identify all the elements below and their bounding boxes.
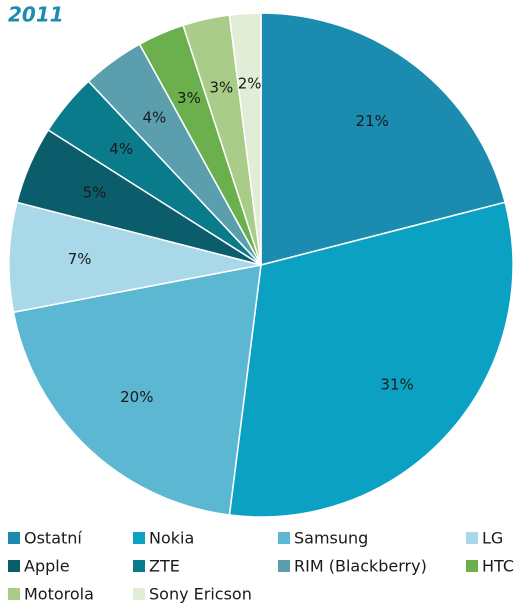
legend-swatch [466, 560, 478, 572]
legend-swatch [8, 588, 20, 600]
pie-slice [228, 201, 514, 518]
slice-label: 5% [83, 183, 107, 201]
legend-label: HTC [482, 557, 514, 576]
legend-label: Ostatní [24, 529, 82, 548]
legend-label: RIM (Blackberry) [294, 557, 427, 576]
legend-label: Apple [24, 557, 70, 576]
slice-label: 21% [356, 112, 389, 130]
slice-label: 4% [109, 140, 133, 158]
slice-label: 3% [210, 78, 234, 96]
legend-swatch [278, 560, 290, 572]
legend-label: Motorola [24, 585, 94, 604]
chart-title: 2011 [8, 3, 64, 27]
pie-slice [260, 12, 506, 266]
slice-label: 31% [380, 375, 413, 393]
legend-swatch [278, 532, 290, 544]
pie-slice [228, 12, 262, 266]
slice-label: 20% [120, 388, 153, 406]
legend-swatch [466, 532, 478, 544]
legend-swatch [133, 532, 145, 544]
legend-swatch [8, 560, 20, 572]
legend-label: Nokia [149, 529, 194, 548]
slice-label: 4% [142, 109, 166, 127]
pie-slice [8, 201, 262, 314]
pie-slice [12, 264, 262, 516]
slice-label: 2% [238, 74, 262, 92]
legend-label: Samsung [294, 529, 368, 548]
legend-label: LG [482, 529, 503, 548]
legend-swatch [133, 588, 145, 600]
slice-label: 7% [68, 250, 92, 268]
legend-swatch [133, 560, 145, 572]
slice-label: 3% [177, 89, 201, 107]
legend-label: ZTE [149, 557, 180, 576]
legend-label: Sony Ericson [149, 585, 252, 604]
legend-swatch [8, 532, 20, 544]
